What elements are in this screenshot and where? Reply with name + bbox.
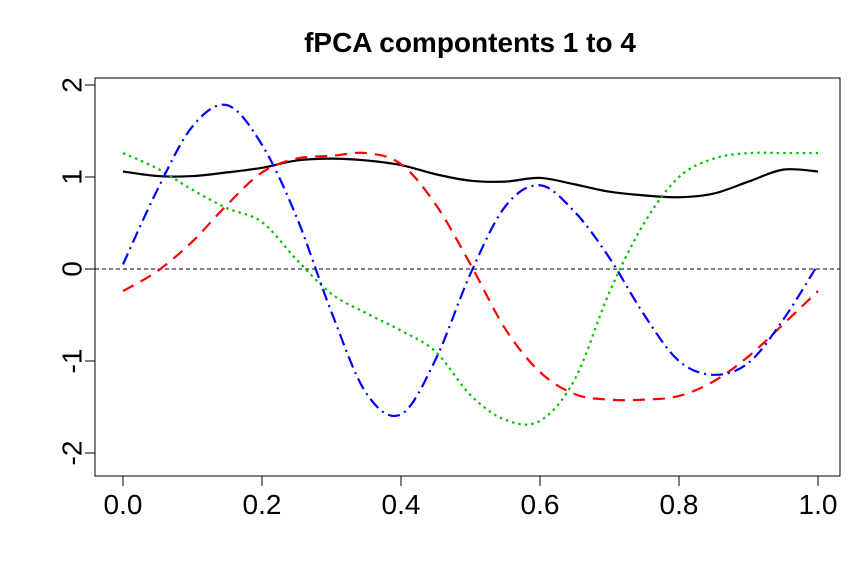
- plot-frame: [94, 77, 841, 477]
- x-tick-label: 1.0: [799, 489, 838, 520]
- y-tick-label: 1: [57, 169, 88, 185]
- y-tick-label: 0: [57, 261, 88, 277]
- series-line-green-dotted: [122, 151, 818, 426]
- x-tick-label: 0.0: [104, 489, 143, 520]
- y-tick-label: -1: [57, 349, 88, 374]
- x-tick-label: 0.6: [521, 489, 560, 520]
- chart-title: fPCA compontents 1 to 4: [304, 27, 636, 58]
- series-group: [122, 103, 819, 426]
- x-tick-label: 0.2: [243, 489, 282, 520]
- series-line-blue-dashdot: [122, 103, 819, 417]
- y-tick-label: 2: [57, 77, 88, 93]
- axes: 0.0 0.2 0.4 0.6 0.8 1.0 -2 -1 0 1 2: [57, 77, 838, 520]
- series-line-black-solid: [122, 157, 819, 199]
- series-line-red-dashed: [122, 151, 819, 402]
- y-tick-label: -2: [57, 441, 88, 466]
- x-tick-label: 0.4: [382, 489, 421, 520]
- x-tick-label: 0.8: [660, 489, 699, 520]
